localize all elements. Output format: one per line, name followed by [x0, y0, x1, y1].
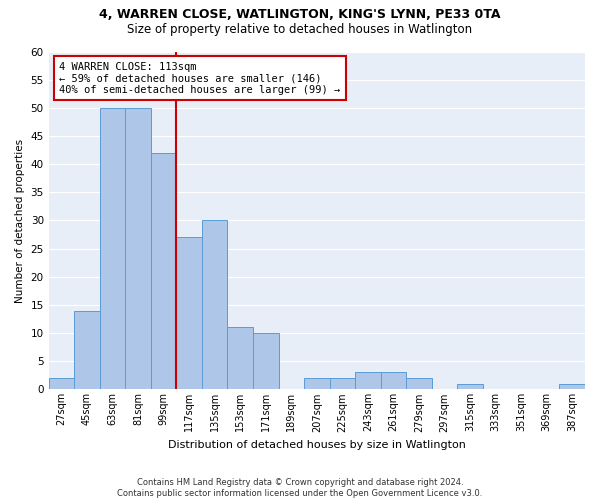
Bar	[227, 328, 253, 390]
Bar	[457, 384, 483, 390]
X-axis label: Distribution of detached houses by size in Watlington: Distribution of detached houses by size …	[168, 440, 466, 450]
Bar	[304, 378, 329, 390]
Bar	[202, 220, 227, 390]
Bar	[151, 153, 176, 390]
Bar	[100, 108, 125, 390]
Bar	[253, 333, 278, 390]
Bar	[49, 378, 74, 390]
Text: 4 WARREN CLOSE: 113sqm
← 59% of detached houses are smaller (146)
40% of semi-de: 4 WARREN CLOSE: 113sqm ← 59% of detached…	[59, 62, 341, 95]
Text: 4, WARREN CLOSE, WATLINGTON, KING'S LYNN, PE33 0TA: 4, WARREN CLOSE, WATLINGTON, KING'S LYNN…	[99, 8, 501, 20]
Bar	[559, 384, 585, 390]
Bar	[176, 238, 202, 390]
Text: Size of property relative to detached houses in Watlington: Size of property relative to detached ho…	[127, 22, 473, 36]
Bar	[406, 378, 432, 390]
Bar	[74, 310, 100, 390]
Y-axis label: Number of detached properties: Number of detached properties	[15, 138, 25, 302]
Bar	[125, 108, 151, 390]
Bar	[355, 372, 380, 390]
Bar	[380, 372, 406, 390]
Bar	[329, 378, 355, 390]
Text: Contains HM Land Registry data © Crown copyright and database right 2024.
Contai: Contains HM Land Registry data © Crown c…	[118, 478, 482, 498]
